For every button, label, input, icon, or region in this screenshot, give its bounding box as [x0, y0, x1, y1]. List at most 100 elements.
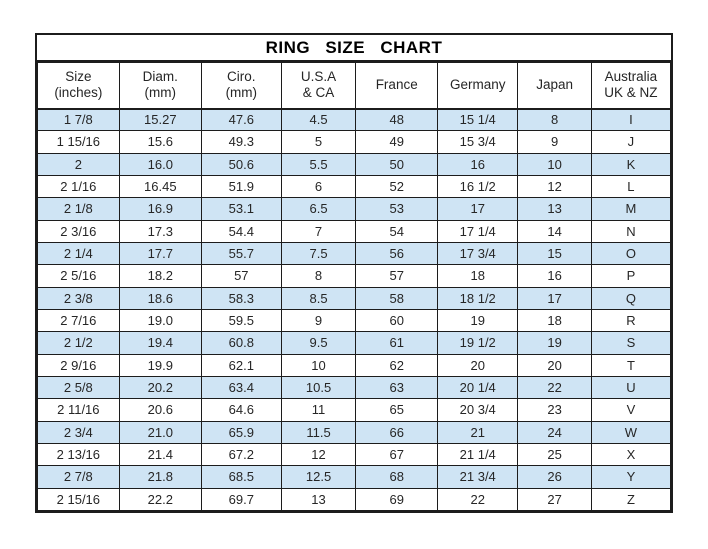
cell: 20.2 — [118, 375, 202, 400]
cell: 16.45 — [118, 174, 202, 199]
cell: 59.5 — [200, 308, 282, 333]
cell: 19 1/2 — [437, 331, 519, 355]
cell: 19 — [517, 331, 592, 355]
cell: 68 — [355, 465, 439, 489]
cell: 2 7/16 — [37, 308, 120, 333]
cell: 63 — [355, 375, 439, 400]
column-header: Australia UK & NZ — [590, 62, 672, 110]
cell: 9 — [517, 130, 592, 154]
cell: 55.7 — [200, 241, 282, 266]
cell: 21 3/4 — [437, 465, 519, 489]
cell: 16.0 — [118, 152, 202, 176]
cell: 65.9 — [200, 420, 282, 444]
cell: 64.6 — [200, 398, 282, 422]
cell: 20 3/4 — [437, 398, 519, 422]
cell: 19.4 — [118, 331, 202, 355]
table-row: 2 1/4 17.7 55.7 7.5 56 17 3/4 15 O — [37, 241, 672, 266]
cell: 21 1/4 — [437, 442, 519, 467]
cell: 8.5 — [280, 286, 357, 310]
table-header: Size (inches) Diam. (mm) Ciro. (mm) U.S.A & CA F… — [37, 62, 672, 110]
cell: 18 — [517, 308, 592, 333]
cell: 53 — [355, 197, 439, 221]
cell: M — [590, 197, 672, 221]
cell: 5 — [280, 130, 357, 154]
cell: 1 7/8 — [37, 107, 120, 132]
cell: 17 1/4 — [437, 219, 519, 243]
cell: S — [590, 331, 672, 355]
cell: W — [590, 420, 672, 444]
cell: 2 — [37, 152, 120, 176]
cell: R — [590, 308, 672, 333]
cell: N — [590, 219, 672, 243]
column-header: Diam. (mm) — [118, 62, 202, 110]
cell: 18.2 — [118, 264, 202, 288]
cell: 19.9 — [118, 353, 202, 377]
cell: 2 1/8 — [37, 197, 120, 221]
cell: 12 — [280, 442, 357, 467]
table-row: 1 7/8 15.27 47.6 4.5 48 15 1/4 8 I — [37, 107, 672, 132]
cell: 23 — [517, 398, 592, 422]
cell: 9 — [280, 308, 357, 333]
cell: 16 — [517, 264, 592, 288]
cell: U — [590, 375, 672, 400]
cell: I — [590, 107, 672, 132]
cell: 26 — [517, 465, 592, 489]
cell: 25 — [517, 442, 592, 467]
cell: 24 — [517, 420, 592, 444]
cell: 9.5 — [280, 331, 357, 355]
cell: 69 — [355, 487, 439, 512]
cell: 10 — [517, 152, 592, 176]
cell: 67 — [355, 442, 439, 467]
cell: 47.6 — [200, 107, 282, 132]
cell: P — [590, 264, 672, 288]
table-row: 2 5/16 18.2 57 8 57 18 16 P — [37, 264, 672, 288]
cell: X — [590, 442, 672, 467]
cell: 2 1/16 — [37, 174, 120, 199]
cell: 58 — [355, 286, 439, 310]
cell: 56 — [355, 241, 439, 266]
cell: 57 — [200, 264, 282, 288]
cell: 2 3/4 — [37, 420, 120, 444]
cell: 57 — [355, 264, 439, 288]
table-row: 2 7/16 19.0 59.5 9 60 19 18 R — [37, 308, 672, 333]
ring-size-chart: RING SIZE CHART Size (inches) Diam. (mm) Cir… — [35, 33, 673, 513]
cell: 53.1 — [200, 197, 282, 221]
cell: 22.2 — [118, 487, 202, 512]
cell: 17.7 — [118, 241, 202, 266]
cell: 17 — [437, 197, 519, 221]
cell: 16.9 — [118, 197, 202, 221]
cell: 2 3/8 — [37, 286, 120, 310]
cell: 20.6 — [118, 398, 202, 422]
cell: 18 — [437, 264, 519, 288]
cell: 20 — [517, 353, 592, 377]
cell: 1 15/16 — [37, 130, 120, 154]
ring-size-table: Size (inches) Diam. (mm) Ciro. (mm) U.S.A & CA F… — [37, 62, 672, 512]
table-row: 2 9/16 19.9 62.1 10 62 20 20 T — [37, 353, 672, 377]
cell: 17.3 — [118, 219, 202, 243]
column-header: U.S.A & CA — [280, 62, 357, 110]
cell: 10.5 — [280, 375, 357, 400]
cell: 2 5/8 — [37, 375, 120, 400]
cell: Y — [590, 465, 672, 489]
cell: 49.3 — [200, 130, 282, 154]
cell: 50.6 — [200, 152, 282, 176]
table-row: 2 3/16 17.3 54.4 7 54 17 1/4 14 N — [37, 219, 672, 243]
cell: 50 — [355, 152, 439, 176]
cell: 16 1/2 — [437, 174, 519, 199]
table-row: 2 11/16 20.6 64.6 11 65 20 3/4 23 V — [37, 398, 672, 422]
cell: 69.7 — [200, 487, 282, 512]
table-row: 2 15/16 22.2 69.7 13 69 22 27 Z — [37, 487, 672, 512]
table-row: 2 3/4 21.0 65.9 11.5 66 21 24 W — [37, 420, 672, 444]
table-row: 2 13/16 21.4 67.2 12 67 21 1/4 25 X — [37, 442, 672, 467]
cell: 2 15/16 — [37, 487, 120, 512]
cell: 51.9 — [200, 174, 282, 199]
cell: 4.5 — [280, 107, 357, 132]
cell: 54.4 — [200, 219, 282, 243]
cell: 22 — [517, 375, 592, 400]
cell: J — [590, 130, 672, 154]
cell: 19.0 — [118, 308, 202, 333]
table-row: 2 3/8 18.6 58.3 8.5 58 18 1/2 17 Q — [37, 286, 672, 310]
cell: 2 9/16 — [37, 353, 120, 377]
cell: 14 — [517, 219, 592, 243]
cell: 17 — [517, 286, 592, 310]
